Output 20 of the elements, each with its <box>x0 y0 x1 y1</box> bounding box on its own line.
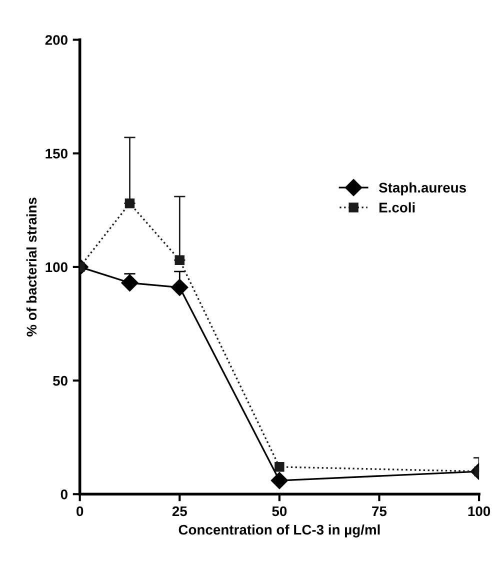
point <box>270 472 288 490</box>
point <box>121 274 138 292</box>
point <box>274 462 284 472</box>
point <box>174 255 184 266</box>
y-tick-label: 0 <box>60 489 68 500</box>
y-axis-title: % of bacterial strains <box>26 198 37 336</box>
x-tick-label: 0 <box>76 506 84 516</box>
point <box>171 278 188 296</box>
y-tick-label: 200 <box>45 35 68 45</box>
x-tick-label: 50 <box>272 506 287 516</box>
legend-label: E.coli <box>379 202 415 212</box>
y-tick-label: 100 <box>46 262 68 272</box>
y-tick-label: 150 <box>46 148 68 159</box>
x-axis-title: Concentration of LC-3 in µg/ml <box>178 524 380 538</box>
x-tick-label: 100 <box>468 506 490 516</box>
x-tick-label: 25 <box>172 506 187 516</box>
legend-label: Staph.aureus <box>378 182 466 196</box>
x-tick-label: 75 <box>372 506 387 516</box>
point <box>124 198 135 208</box>
y-tick-label: 50 <box>53 376 68 386</box>
